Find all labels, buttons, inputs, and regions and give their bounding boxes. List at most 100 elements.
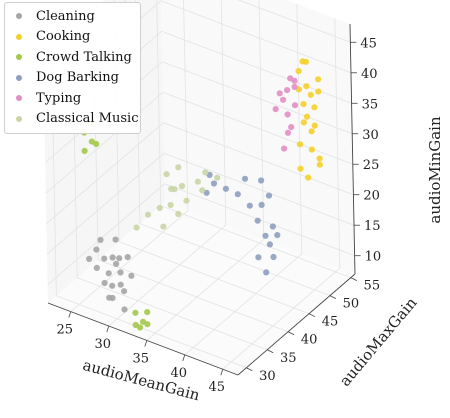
legend-label: Crowd Talking: [36, 49, 132, 65]
data-point: [284, 111, 291, 118]
data-point: [308, 128, 315, 135]
data-point: [117, 269, 124, 276]
legend-marker: [16, 95, 22, 102]
data-point: [144, 309, 151, 316]
data-point: [291, 83, 298, 90]
data-point: [272, 106, 279, 113]
y-tick-mark: [267, 349, 274, 354]
x-tick-mark: [182, 354, 186, 361]
data-point: [254, 217, 261, 224]
grid-line: [45, 91, 164, 194]
grid-line: [139, 223, 331, 297]
axis-lines: [47, 23, 361, 376]
data-point: [105, 270, 112, 277]
data-point: [269, 223, 276, 230]
grid-line: [162, 91, 353, 165]
x-tick-label: 30: [95, 337, 112, 352]
z-tick-label: 10: [365, 250, 382, 265]
z-axis-label: audioMinGain: [426, 116, 444, 224]
data-point: [132, 309, 139, 316]
grid-line: [46, 122, 164, 225]
y-tick-label: 40: [301, 333, 318, 348]
data-point: [175, 210, 182, 218]
data-point: [311, 104, 318, 111]
data-point: [145, 211, 152, 218]
data-point: [121, 288, 128, 295]
data-point: [183, 197, 190, 204]
data-point: [303, 113, 311, 120]
data-point: [101, 279, 108, 287]
legend: Cleaning Cooking Crowd Talking Dog Barki…: [4, 2, 141, 134]
grid-line: [296, 3, 303, 254]
data-point: [300, 119, 307, 126]
data-point: [109, 294, 116, 302]
data-point: [296, 141, 304, 148]
data-point: [156, 204, 163, 211]
grid-line: [183, 0, 189, 211]
legend-label: Cleaning: [36, 8, 95, 24]
legend-item-classical-music: Classical Music: [5, 109, 140, 130]
data-point: [113, 260, 120, 267]
grid-line: [108, 224, 227, 327]
legend-marker: [16, 33, 22, 40]
data-point: [258, 201, 265, 208]
grid-line: [222, 267, 341, 370]
data-point: [167, 201, 174, 209]
data-point: [316, 155, 323, 162]
grid-line: [118, 241, 310, 315]
data-point: [97, 236, 104, 243]
grid-line: [146, 239, 265, 341]
x-tick-label: 25: [57, 323, 74, 338]
data-point: [109, 254, 116, 261]
data-point: [280, 96, 287, 103]
grid-line: [47, 183, 165, 286]
y-tick-mark: [329, 295, 337, 300]
data-point: [136, 324, 144, 331]
data-point: [163, 171, 170, 178]
legend-label: Typing: [36, 90, 82, 106]
x-tick-label: 35: [133, 351, 150, 366]
data-point: [86, 255, 93, 262]
data-point: [214, 174, 221, 181]
grid-line: [162, 61, 353, 135]
data-point: [241, 175, 249, 182]
data-point: [308, 146, 315, 153]
y-tick-mark: [287, 331, 295, 336]
data-point: [307, 91, 314, 98]
z-axis-line: [349, 23, 356, 275]
data-point: [315, 76, 322, 83]
tick-labels: 25 30 35 40 45 30 35 40 45 50 55 10 15 20 25 30 35 40 45: [57, 36, 382, 395]
y-axis-line: [237, 273, 356, 376]
x-tick-mark: [144, 340, 148, 347]
data-point: [199, 187, 206, 194]
y-tick-mark: [308, 313, 316, 318]
data-point: [263, 269, 270, 276]
grid-line: [70, 210, 189, 312]
data-point: [281, 145, 288, 152]
series-cleaning: [86, 236, 135, 313]
data-point: [160, 223, 167, 230]
x-tick-mark: [220, 369, 224, 376]
grid-line: [56, 295, 247, 369]
z-tick-label: 30: [362, 128, 379, 143]
data-point: [265, 192, 273, 199]
legend-marker: [16, 74, 22, 81]
grid-line: [334, 18, 341, 269]
grid-line: [220, 0, 227, 226]
legend-marker: [16, 54, 22, 61]
grid-line: [156, 0, 162, 206]
data-point: [300, 101, 307, 108]
legend-label: Cooking: [36, 29, 91, 45]
data-point: [116, 255, 123, 262]
data-point: [178, 182, 186, 190]
x-tick-label: 40: [171, 366, 188, 381]
data-point: [117, 281, 124, 288]
data-point: [128, 272, 135, 279]
data-point: [258, 177, 265, 184]
grid-line: [160, 0, 352, 74]
grid-line: [163, 122, 354, 196]
grid-line: [237, 0, 351, 43]
data-point: [262, 232, 269, 239]
y-tick-mark: [246, 367, 253, 372]
z-tick-label: 15: [364, 219, 381, 234]
